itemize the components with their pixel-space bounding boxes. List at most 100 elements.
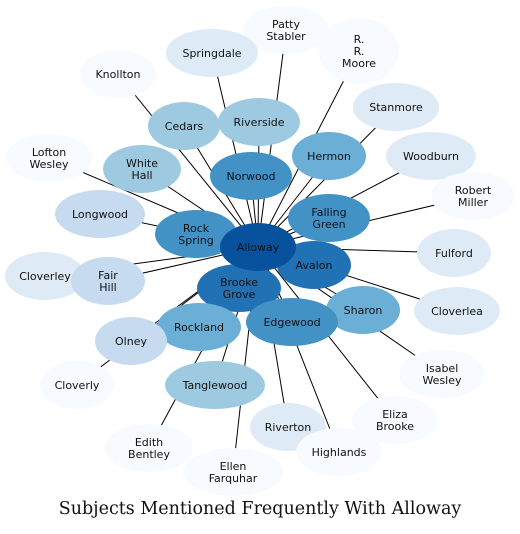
node-label-brooke-grove: Brooke Grove: [220, 276, 258, 301]
node-avalon: Avalon: [277, 241, 351, 289]
node-shape-edgewood: [246, 298, 338, 346]
node-shape-white-hall: [103, 145, 181, 193]
node-sharon: Sharon: [326, 286, 400, 334]
node-shape-sharon: [326, 286, 400, 334]
node-label-olney: Olney: [115, 335, 147, 348]
node-label-hermon: Hermon: [307, 150, 351, 163]
node-shape-ellen-farquhar: [183, 448, 283, 496]
node-edith-bentley: Edith Bentley: [105, 424, 193, 472]
node-label-tanglewood: Tanglewood: [182, 379, 248, 392]
node-shape-fair-hill: [71, 257, 145, 305]
node-shape-r-r-moore: [319, 18, 399, 84]
node-springdale: Springdale: [166, 29, 258, 77]
node-shape-longwood: [55, 190, 145, 238]
node-rock-spring: Rock Spring: [155, 210, 237, 258]
node-label-ellen-farquhar: Ellen Farquhar: [209, 460, 258, 485]
node-cloverley: Cloverley: [5, 252, 85, 300]
node-white-hall: White Hall: [103, 145, 181, 193]
node-label-eliza-brooke: Eliza Brooke: [376, 408, 414, 433]
node-shape-rockland: [157, 303, 241, 351]
node-woodburn: Woodburn: [386, 132, 476, 180]
node-shape-brooke-grove: [197, 264, 281, 312]
node-shape-riverside: [218, 98, 300, 146]
node-label-edgewood: Edgewood: [263, 316, 320, 329]
node-brooke-grove: Brooke Grove: [197, 264, 281, 312]
node-label-cedars: Cedars: [165, 120, 204, 133]
node-label-rock-spring: Rock Spring: [178, 222, 214, 247]
node-robert-miller: Robert Miller: [431, 172, 515, 220]
node-label-isabel-wesley: Isabel Wesley: [422, 362, 462, 387]
node-edgewood: Edgewood: [246, 298, 338, 346]
node-knollton: Knollton: [80, 50, 156, 98]
node-rockland: Rockland: [157, 303, 241, 351]
diagram-caption: Subjects Mentioned Frequently With Allow…: [58, 499, 462, 519]
node-label-fulford: Fulford: [435, 247, 473, 260]
node-highlands: Highlands: [296, 428, 382, 476]
node-label-rockland: Rockland: [174, 321, 224, 334]
node-label-highlands: Highlands: [312, 446, 367, 459]
node-label-sharon: Sharon: [344, 304, 383, 317]
node-label-riverton: Riverton: [265, 421, 312, 434]
node-shape-norwood: [210, 152, 292, 200]
node-label-riverside: Riverside: [233, 116, 284, 129]
edge-springdale: [211, 52, 259, 248]
node-isabel-wesley: Isabel Wesley: [399, 350, 485, 398]
node-shape-cloverlea: [414, 287, 500, 335]
node-label-fair-hill: Fair Hill: [98, 269, 118, 294]
node-riverside: Riverside: [218, 98, 300, 146]
node-label-norwood: Norwood: [227, 170, 276, 183]
node-shape-lofton-wesley: [6, 134, 92, 182]
edge-knollton: [117, 73, 259, 248]
node-shape-eliza-brooke: [352, 396, 438, 444]
node-hermon: Hermon: [292, 132, 366, 180]
node-shape-olney: [95, 317, 167, 365]
node-label-edith-bentley: Edith Bentley: [128, 436, 170, 461]
node-eliza-brooke: Eliza Brooke: [352, 396, 438, 444]
node-shape-falling-green: [288, 194, 370, 242]
node-label-white-hall: White Hall: [126, 157, 158, 182]
node-label-alloway: Alloway: [237, 241, 280, 254]
node-patty-stabler: Patty Stabler: [243, 6, 329, 54]
node-label-avalon: Avalon: [296, 259, 333, 272]
node-label-stanmore: Stanmore: [369, 101, 423, 114]
node-cloverlea: Cloverlea: [414, 287, 500, 335]
node-alloway: Alloway: [220, 223, 296, 271]
node-shape-edith-bentley: [105, 424, 193, 472]
node-fair-hill: Fair Hill: [71, 257, 145, 305]
node-shape-hermon: [292, 132, 366, 180]
node-shape-cloverly: [40, 361, 114, 409]
node-olney: Olney: [95, 317, 167, 365]
node-stanmore: Stanmore: [353, 83, 439, 131]
node-shape-avalon: [277, 241, 351, 289]
node-label-springdale: Springdale: [182, 47, 241, 60]
node-shape-cedars: [148, 102, 220, 150]
node-shape-rock-spring: [155, 210, 237, 258]
node-norwood: Norwood: [210, 152, 292, 200]
node-shape-knollton: [80, 50, 156, 98]
node-tanglewood: Tanglewood: [165, 361, 265, 409]
node-lofton-wesley: Lofton Wesley: [6, 134, 92, 182]
node-shape-tanglewood: [165, 361, 265, 409]
node-shape-alloway: [220, 223, 296, 271]
node-longwood: Longwood: [55, 190, 145, 238]
node-cedars: Cedars: [148, 102, 220, 150]
node-label-woodburn: Woodburn: [403, 150, 459, 163]
node-falling-green: Falling Green: [288, 194, 370, 242]
node-label-patty-stabler: Patty Stabler: [266, 18, 306, 43]
node-cloverly: Cloverly: [40, 361, 114, 409]
node-label-longwood: Longwood: [72, 208, 128, 221]
node-label-r-r-moore: R. R. Moore: [342, 33, 376, 70]
node-shape-springdale: [166, 29, 258, 77]
node-shape-robert-miller: [431, 172, 515, 220]
node-label-knollton: Knollton: [95, 68, 140, 81]
node-label-cloverley: Cloverley: [19, 270, 71, 283]
node-label-robert-miller: Robert Miller: [455, 184, 492, 209]
node-shape-stanmore: [353, 83, 439, 131]
node-layer: Patty Stabler Springdale R. R. Moore Knollton S…: [5, 6, 515, 496]
node-fulford: Fulford: [417, 229, 491, 277]
node-shape-woodburn: [386, 132, 476, 180]
node-shape-patty-stabler: [243, 6, 329, 54]
node-ellen-farquhar: Ellen Farquhar: [183, 448, 283, 496]
